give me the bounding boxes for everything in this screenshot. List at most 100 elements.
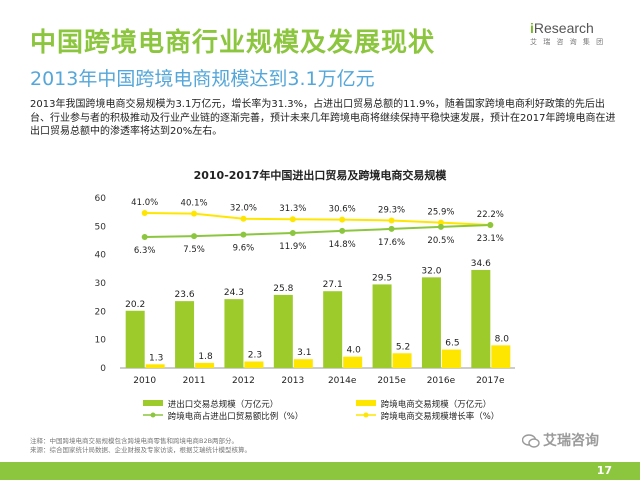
bar-total-label: 29.5	[372, 273, 392, 283]
wechat-icon	[522, 434, 540, 448]
combo-chart: 0 10 20 30 40 50 60 20.2 1.3 2010 23.6 1.8 2011 24.3 2…	[95, 194, 515, 386]
logo-text-i: i	[530, 20, 534, 36]
bar-total	[372, 284, 392, 368]
legend-item-total: 进出口交易总规模（万亿元）	[143, 398, 278, 410]
growth-label: 22.2%	[477, 210, 504, 220]
page-subtitle: 2013年中国跨境电商规模达到3.1万亿元	[30, 68, 375, 90]
growth-point	[388, 217, 395, 224]
bar-total-label: 20.2	[125, 300, 145, 310]
bar-total-label: 27.1	[323, 280, 343, 290]
y-tick-label: 0	[100, 364, 106, 374]
bar-crossborder	[293, 359, 313, 368]
bar-crossborder	[392, 353, 412, 368]
x-tick-label: 2011	[183, 376, 206, 386]
bar-total	[421, 277, 441, 368]
ratio-label: 6.3%	[134, 246, 156, 256]
ratio-point	[388, 225, 395, 232]
ratio-point	[141, 234, 148, 240]
bar-total-label: 34.6	[471, 259, 491, 269]
bar-crossborder-label: 4.0	[347, 346, 362, 356]
growth-point	[339, 216, 346, 223]
watermark-text: 艾瑞咨询	[543, 433, 599, 449]
growth-point	[191, 210, 198, 217]
growth-label: 40.1%	[181, 199, 208, 209]
legend-swatch-ratio	[143, 412, 163, 418]
footer-bar	[0, 462, 640, 480]
y-tick-label: 50	[95, 222, 107, 232]
legend-item-crossborder: 跨境电商交易规模（万亿元）	[356, 398, 491, 410]
ratio-point	[487, 222, 494, 228]
wechat-watermark: 艾瑞咨询	[522, 430, 599, 450]
bar-crossborder-label: 2.3	[248, 350, 262, 360]
ratio-line	[144, 224, 491, 238]
bar-crossborder-label: 1.8	[198, 352, 213, 362]
x-tick-label: 2012	[232, 376, 255, 386]
ratio-point	[339, 227, 346, 234]
ratio-label: 9.6%	[233, 244, 255, 254]
chart-title: 2010-2017年中国进出口贸易及跨境电商交易规模	[193, 169, 447, 182]
bar-crossborder-label: 3.1	[297, 348, 311, 358]
legend-item-ratio: 跨境电商占进出口贸易额比例（%）	[143, 410, 303, 422]
ratio-point	[289, 230, 296, 236]
bar-total	[175, 301, 195, 368]
bar-crossborder	[343, 356, 363, 368]
growth-point	[141, 210, 148, 216]
legend-swatch-growth	[356, 412, 376, 418]
page-title: 中国跨境电商行业规模及发展现状	[30, 28, 436, 58]
iresearch-logo: iResearch 艾 瑞 咨 询 集 团	[530, 20, 620, 47]
bar-total-label: 24.3	[224, 288, 244, 298]
legend-swatch-crossborder	[356, 400, 376, 406]
y-tick-label: 60	[95, 194, 107, 204]
growth-label: 32.0%	[230, 204, 257, 214]
logo-subtitle: 艾 瑞 咨 询 集 团	[530, 38, 606, 46]
legend-label-growth: 跨境电商交易规模增长率（%）	[380, 412, 500, 422]
bar-total-label: 25.8	[273, 284, 293, 294]
ratio-point	[191, 233, 198, 240]
ratio-label: 20.5%	[427, 236, 454, 246]
note-line-2: 来源：综合国家统计局数据、企业财报及专家访谈，根据艾瑞统计模型核算。	[30, 446, 251, 454]
legend-swatch-total	[143, 400, 163, 406]
y-tick-label: 10	[95, 336, 107, 346]
bar-total	[323, 291, 343, 368]
x-tick-label: 2013	[281, 376, 304, 386]
legend-label-total: 进出口交易总规模（万亿元）	[167, 400, 279, 410]
bar-total-label: 32.0	[421, 266, 441, 276]
x-tick-label: 2010	[133, 376, 156, 386]
legend-label-crossborder: 跨境电商交易规模（万亿元）	[380, 400, 492, 410]
ratio-point	[240, 231, 247, 238]
x-tick-label: 2015e	[377, 376, 406, 386]
bar-total	[125, 310, 145, 368]
page-number: 17	[596, 464, 612, 477]
x-tick-label: 2014e	[328, 376, 357, 386]
legend-item-growth: 跨境电商交易规模增长率（%）	[356, 410, 499, 422]
growth-label: 31.3%	[279, 204, 306, 214]
x-tick-label: 2017e	[476, 376, 505, 386]
bar-crossborder-label: 6.5	[445, 339, 459, 349]
bar-crossborder-label: 5.2	[396, 342, 410, 352]
bar-crossborder	[441, 349, 461, 368]
growth-line	[144, 212, 491, 226]
logo-text-research: Research	[533, 20, 594, 36]
growth-label: 41.0%	[131, 198, 158, 208]
growth-label: 30.6%	[329, 205, 356, 215]
bar-crossborder	[491, 345, 511, 368]
y-tick-label: 20	[95, 307, 107, 317]
chart-notes: 注释：中国跨境电商交易规模包含跨境电商零售和跨境电商B2B两部分。 来源：综合国…	[30, 437, 251, 455]
x-tick-label: 2016e	[427, 376, 456, 386]
bar-crossborder	[145, 364, 165, 368]
ratio-label: 7.5%	[183, 245, 205, 255]
bar-crossborder	[244, 361, 264, 368]
bar-total	[273, 294, 293, 368]
ratio-label: 11.9%	[279, 242, 306, 252]
bar-total	[224, 299, 244, 368]
bar-crossborder-label: 8.0	[495, 334, 510, 344]
growth-label: 25.9%	[427, 208, 454, 218]
growth-point	[240, 215, 247, 222]
growth-label: 29.3%	[378, 205, 405, 215]
growth-point	[437, 219, 444, 226]
y-tick-label: 40	[95, 251, 107, 261]
note-line-1: 注释：中国跨境电商交易规模包含跨境电商零售和跨境电商B2B两部分。	[30, 437, 239, 445]
ratio-point	[437, 223, 444, 230]
summary-paragraph: 2013年我国跨境电商交易规模为3.1万亿元，增长率为31.3%，占进出口贸易总…	[30, 99, 616, 137]
bar-crossborder-label: 1.3	[149, 353, 163, 363]
